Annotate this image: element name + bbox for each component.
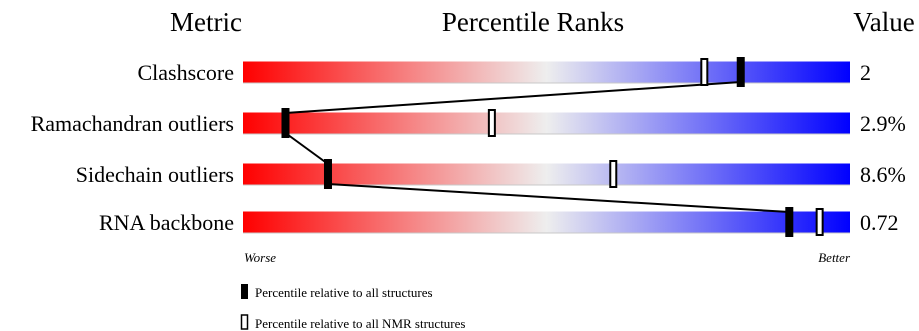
- nmr-percentile-marker: [815, 208, 824, 236]
- percentile-header: Percentile Ranks: [442, 7, 624, 37]
- nmr-percentile-marker: [700, 58, 709, 86]
- nmr-percentile-marker: [609, 160, 618, 188]
- metric-value: 8.6%: [860, 162, 906, 187]
- metric-value: 2.9%: [860, 111, 906, 136]
- percentile-connector: [284, 81, 790, 213]
- metric-label: Ramachandran outliers: [31, 111, 234, 136]
- worse-label: Worse: [244, 250, 276, 265]
- legend-nmr-label: Percentile relative to all NMR structure…: [255, 316, 465, 331]
- connector-segment: [284, 132, 329, 165]
- legend-open-marker: [240, 314, 249, 330]
- connector-segment: [285, 81, 741, 114]
- metric-value: 0.72: [860, 210, 899, 235]
- metric-rows: Clashscore 2 Ramachandran outliers 2.9% Side…: [31, 60, 906, 235]
- percentile-bar: [243, 61, 850, 83]
- legend: Percentile relative to all structures Pe…: [240, 284, 465, 331]
- metric-value: 2: [860, 60, 871, 85]
- connector-segment: [327, 183, 790, 213]
- all-percentile-marker: [785, 207, 794, 237]
- metric-label: Clashscore: [137, 60, 234, 85]
- all-percentile-marker: [323, 159, 332, 189]
- better-label: Better: [818, 250, 851, 265]
- percentile-bar: [243, 211, 850, 233]
- value-header: Value: [853, 7, 914, 37]
- legend-all-label: Percentile relative to all structures: [255, 285, 433, 300]
- all-percentile-marker: [281, 108, 290, 138]
- metric-label: Sidechain outliers: [76, 162, 234, 187]
- all-percentile-marker: [736, 57, 745, 87]
- percentile-bar: [243, 112, 850, 134]
- legend-filled-marker: [241, 284, 248, 299]
- metric-label: RNA backbone: [99, 210, 234, 235]
- percentile-markers: [281, 57, 824, 237]
- percentile-bar: [243, 163, 850, 185]
- nmr-percentile-marker: [487, 109, 496, 137]
- metric-header: Metric: [170, 7, 242, 37]
